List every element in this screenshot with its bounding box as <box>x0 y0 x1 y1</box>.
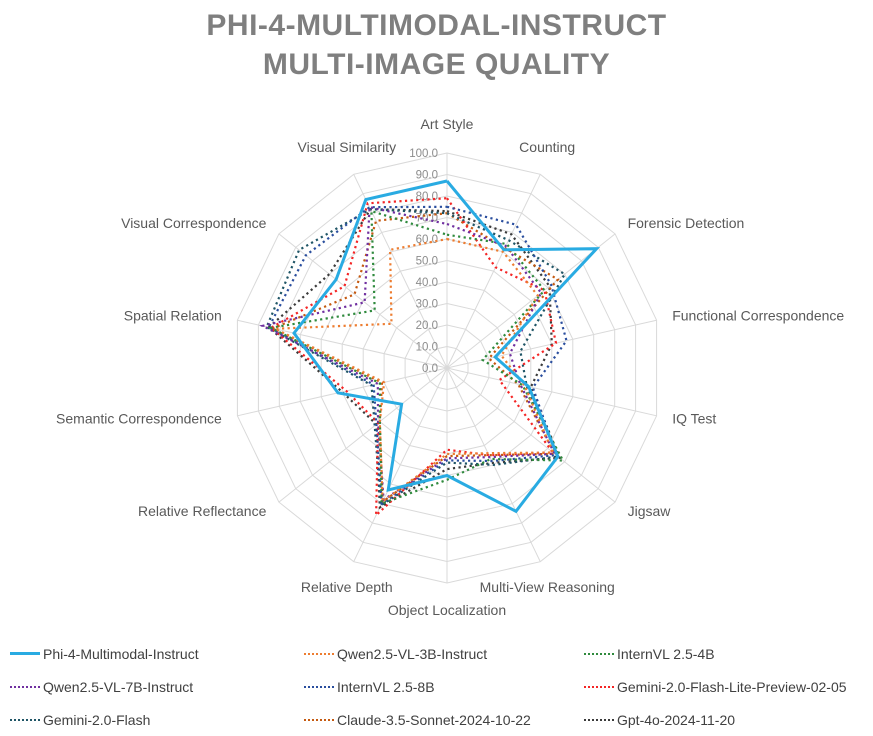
axis-label-11: Spatial Relation <box>124 308 222 324</box>
tick-label: 10.0 <box>416 342 438 354</box>
axis-label-5: Jigsaw <box>628 503 672 519</box>
tick-label: 100.0 <box>409 148 438 160</box>
legend-item-6: Gemini-2.0-Flash <box>10 712 304 728</box>
legend-marker-4 <box>304 685 334 688</box>
tick-label: 40.0 <box>416 277 438 289</box>
axis-label-12: Visual Correspondence <box>121 215 266 231</box>
legend-marker-2 <box>584 652 614 655</box>
chart-title: PHI-4-MULTIMODAL-INSTRUCT MULTI-IMAGE QU… <box>0 6 873 84</box>
tick-label: 20.0 <box>416 320 438 332</box>
legend-label-7: Claude-3.5-Sonnet-2024-10-22 <box>337 711 531 728</box>
legend-marker-1 <box>304 652 334 655</box>
tick-label: 80.0 <box>416 191 438 203</box>
series-InternVL 2.5-4B <box>267 209 565 506</box>
axis-label-10: Semantic Correspondence <box>56 410 222 426</box>
tick-label: 0.0 <box>422 363 438 375</box>
tick-label: 90.0 <box>416 170 438 182</box>
legend-marker-6 <box>10 718 40 721</box>
tick-labels: 0.010.020.030.040.050.060.070.080.090.01… <box>409 148 438 375</box>
legend-item-2: InternVL 2.5-4B <box>584 646 863 662</box>
axis-label-0: Art Style <box>421 116 474 132</box>
legend-item-8: Gpt-4o-2024-11-20 <box>584 712 863 728</box>
legend: Phi-4-Multimodal-Instruct Qwen2.5-VL-3B-I… <box>10 637 863 736</box>
axis-label-6: Multi-View Reasoning <box>480 579 615 595</box>
chart-title-line1: PHI-4-MULTIMODAL-INSTRUCT <box>206 9 667 42</box>
axis-label-1: Counting <box>519 139 575 155</box>
legend-label-6: Gemini-2.0-Flash <box>43 711 151 728</box>
legend-marker-8 <box>584 718 614 721</box>
axis-label-4: IQ Test <box>672 410 716 426</box>
legend-item-7: Claude-3.5-Sonnet-2024-10-22 <box>304 712 584 728</box>
legend-label-0: Phi-4-Multimodal-Instruct <box>43 645 199 662</box>
tick-label: 60.0 <box>416 234 438 246</box>
legend-item-4: InternVL 2.5-8B <box>304 679 584 695</box>
axis-label-7: Object Localization <box>388 602 506 618</box>
series-InternVL 2.5-8B <box>267 205 568 506</box>
legend-label-5: Gemini-2.0-Flash-Lite-Preview-02-05 <box>617 678 847 695</box>
series-Phi-4-Multimodal-Instruct <box>292 179 601 514</box>
legend-label-2: InternVL 2.5-4B <box>617 645 715 662</box>
grid-spokes <box>237 153 657 583</box>
legend-item-3: Qwen2.5-VL-7B-Instruct <box>10 679 304 695</box>
axis-label-2: Forensic Detection <box>628 215 745 231</box>
legend-label-4: InternVL 2.5-8B <box>337 678 435 695</box>
legend-label-1: Qwen2.5-VL-3B-Instruct <box>337 645 488 662</box>
legend-item-1: Qwen2.5-VL-3B-Instruct <box>304 646 584 662</box>
axis-label-3: Functional Correspondence <box>672 308 844 324</box>
chart-title-line2: MULTI-IMAGE QUALITY <box>262 48 611 81</box>
axis-label-13: Visual Similarity <box>298 139 397 155</box>
legend-item-0: Phi-4-Multimodal-Instruct <box>10 646 304 662</box>
axis-labels: Art Style Counting Forensic Detection Funct… <box>56 116 844 618</box>
axis-label-8: Relative Depth <box>301 579 393 595</box>
legend-marker-5 <box>584 685 614 688</box>
legend-marker-7 <box>304 718 334 721</box>
tick-label: 50.0 <box>416 256 438 268</box>
legend-item-5: Gemini-2.0-Flash-Lite-Preview-02-05 <box>584 679 863 695</box>
axis-label-9: Relative Reflectance <box>138 503 267 519</box>
legend-label-3: Qwen2.5-VL-7B-Instruct <box>43 678 194 695</box>
legend-marker-3 <box>10 685 40 688</box>
legend-label-8: Gpt-4o-2024-11-20 <box>617 711 736 728</box>
series-Gpt-4o-2024-11-20 <box>267 208 562 510</box>
tick-label: 30.0 <box>416 299 438 311</box>
legend-marker-0 <box>10 652 40 655</box>
